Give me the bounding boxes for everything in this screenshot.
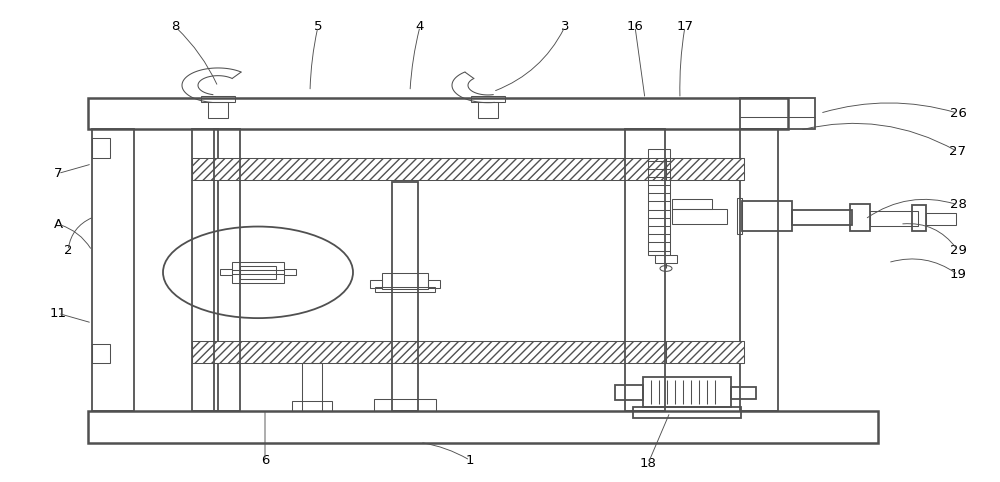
Bar <box>655 255 677 263</box>
Bar <box>737 198 742 234</box>
Bar <box>740 129 778 411</box>
Bar <box>615 385 643 400</box>
Bar <box>284 269 296 275</box>
Bar <box>220 269 232 275</box>
Text: A: A <box>53 218 63 230</box>
Bar <box>625 129 665 411</box>
Bar <box>192 129 218 411</box>
Text: 11: 11 <box>50 307 66 320</box>
Bar <box>214 129 240 411</box>
Text: 17: 17 <box>676 20 694 33</box>
Bar <box>672 209 727 224</box>
Bar <box>374 399 436 411</box>
Bar <box>731 387 756 399</box>
Bar <box>232 262 284 270</box>
Bar <box>471 96 505 102</box>
Bar <box>370 280 382 288</box>
Text: 29: 29 <box>950 244 966 257</box>
Text: 19: 19 <box>950 268 966 281</box>
Bar <box>92 138 110 158</box>
Text: 7: 7 <box>54 167 62 180</box>
Text: 26: 26 <box>950 107 966 120</box>
Text: 1: 1 <box>466 454 474 467</box>
Bar <box>666 158 744 180</box>
Bar <box>870 211 918 226</box>
Bar <box>792 210 852 225</box>
Bar <box>302 363 322 411</box>
Text: 4: 4 <box>416 20 424 33</box>
Bar <box>633 407 741 418</box>
Bar <box>292 401 332 411</box>
Bar <box>240 266 276 279</box>
Bar <box>88 98 788 129</box>
Bar <box>92 344 110 363</box>
Bar <box>192 341 666 363</box>
Bar <box>740 98 815 129</box>
Bar <box>201 96 235 102</box>
Text: 3: 3 <box>561 20 569 33</box>
Bar <box>666 341 744 363</box>
Text: 28: 28 <box>950 199 966 211</box>
Bar <box>742 201 792 231</box>
Bar <box>428 280 440 288</box>
Bar <box>375 287 435 292</box>
Bar <box>208 102 228 118</box>
Bar <box>192 158 666 180</box>
Bar <box>382 273 428 289</box>
Bar <box>392 182 418 411</box>
Text: 18: 18 <box>640 457 656 470</box>
Text: 16: 16 <box>627 20 643 33</box>
Bar <box>648 149 670 255</box>
Bar <box>926 213 956 225</box>
Bar <box>92 129 134 411</box>
Bar <box>643 377 731 407</box>
Bar <box>672 199 712 209</box>
Bar <box>478 102 498 118</box>
Bar <box>850 204 870 231</box>
Bar <box>88 411 878 443</box>
Text: 8: 8 <box>171 20 179 33</box>
Text: 5: 5 <box>314 20 322 33</box>
Bar <box>232 274 284 283</box>
Text: 27: 27 <box>950 146 966 158</box>
Text: 2: 2 <box>64 244 72 257</box>
Text: 6: 6 <box>261 454 269 467</box>
Bar <box>912 205 926 231</box>
